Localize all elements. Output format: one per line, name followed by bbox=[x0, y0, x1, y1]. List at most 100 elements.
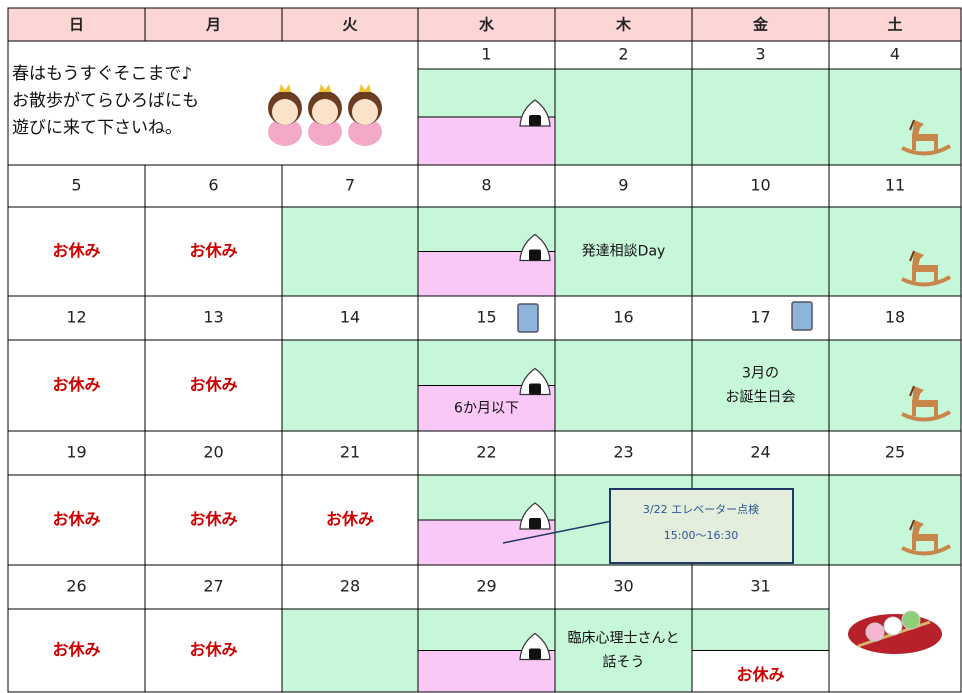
cell bbox=[281, 430, 419, 476]
onigiri-rice bbox=[519, 502, 551, 530]
onigiri-rice bbox=[519, 233, 551, 262]
horse-rocker bbox=[901, 144, 952, 156]
date: 4 bbox=[890, 45, 900, 64]
event-text: 話そう bbox=[603, 654, 645, 671]
horse-mane bbox=[909, 519, 915, 531]
date: 23 bbox=[613, 443, 633, 462]
event-text: お休み bbox=[736, 665, 784, 684]
onigiri-nori bbox=[529, 383, 541, 395]
doll-face bbox=[352, 99, 378, 125]
day-header: 木 bbox=[615, 16, 632, 34]
date: 9 bbox=[618, 176, 628, 195]
cell bbox=[691, 164, 830, 208]
cell bbox=[417, 40, 556, 70]
cell bbox=[691, 608, 830, 651]
doll-icon bbox=[268, 84, 302, 146]
date: 31 bbox=[750, 577, 770, 596]
horse-head bbox=[912, 251, 924, 267]
horse-leg bbox=[912, 540, 916, 550]
date: 7 bbox=[345, 176, 355, 195]
horse-leg bbox=[934, 406, 938, 416]
day-header: 火 bbox=[342, 16, 358, 34]
date: 30 bbox=[613, 577, 633, 596]
date: 29 bbox=[476, 577, 496, 596]
day-header: 日 bbox=[69, 16, 84, 34]
date: 2 bbox=[618, 45, 628, 64]
message-line: 遊びに来て下さいね。 bbox=[12, 118, 182, 138]
onigiri-icon bbox=[519, 367, 551, 396]
event-text: お休み bbox=[52, 241, 100, 260]
cell bbox=[144, 164, 283, 208]
rocking-horse-icon bbox=[901, 250, 952, 287]
horse-body bbox=[912, 400, 938, 407]
message-line: 春はもうすぐそこまで♪ bbox=[12, 64, 192, 84]
cell bbox=[691, 7, 830, 42]
horse-body bbox=[912, 265, 938, 272]
event-text: お休み bbox=[189, 241, 237, 260]
cell bbox=[691, 650, 830, 693]
horse-body bbox=[912, 134, 938, 141]
event-text: お休み bbox=[326, 510, 374, 529]
cell bbox=[281, 7, 419, 42]
event-text: 3月の bbox=[742, 366, 779, 382]
cell bbox=[281, 564, 419, 610]
dango-ball bbox=[865, 622, 885, 642]
cell bbox=[828, 40, 962, 70]
date: 12 bbox=[66, 308, 86, 327]
day-header: 水 bbox=[479, 16, 495, 34]
date: 10 bbox=[750, 176, 770, 195]
cell bbox=[281, 608, 419, 693]
cell bbox=[144, 339, 283, 432]
cell bbox=[281, 164, 419, 208]
onigiri-icon bbox=[519, 233, 551, 262]
date: 1 bbox=[481, 45, 491, 64]
onigiri-icon bbox=[519, 502, 551, 530]
date: 18 bbox=[885, 308, 905, 327]
date: 13 bbox=[203, 308, 223, 327]
date: 15 bbox=[476, 308, 496, 327]
date: 22 bbox=[476, 443, 496, 462]
onigiri-icon bbox=[519, 99, 551, 127]
date: 6 bbox=[208, 176, 218, 195]
onigiri-nori bbox=[529, 648, 541, 660]
date: 26 bbox=[66, 577, 86, 596]
note-pointer bbox=[502, 520, 613, 544]
date: 3 bbox=[755, 45, 765, 64]
horse-leg bbox=[934, 271, 938, 281]
cell bbox=[281, 206, 419, 297]
event-text: お休み bbox=[52, 640, 100, 659]
cell bbox=[554, 339, 693, 432]
cell bbox=[7, 206, 146, 297]
horse-mane bbox=[909, 119, 915, 131]
cell bbox=[281, 339, 419, 432]
doll-icon bbox=[308, 84, 342, 146]
cell bbox=[828, 164, 962, 208]
date: 24 bbox=[750, 443, 770, 462]
date: 21 bbox=[340, 443, 360, 462]
horse-leg bbox=[912, 271, 916, 281]
dango-ball bbox=[883, 616, 903, 636]
cell bbox=[691, 339, 830, 432]
onigiri-icon bbox=[519, 632, 551, 661]
cell bbox=[828, 430, 962, 476]
horse-mane bbox=[909, 385, 915, 397]
horse-head bbox=[912, 520, 924, 536]
note-time: 15:00～16:30 bbox=[664, 529, 738, 542]
horse-leg bbox=[934, 140, 938, 150]
event-text: お誕生日会 bbox=[726, 390, 796, 406]
doll-body bbox=[308, 118, 342, 146]
cell bbox=[691, 68, 830, 166]
dango-ball bbox=[901, 610, 921, 630]
date: 14 bbox=[340, 308, 360, 327]
day-header: 土 bbox=[887, 16, 902, 34]
date: 5 bbox=[71, 176, 81, 195]
horse-mane bbox=[909, 250, 915, 262]
horse-rocker bbox=[901, 275, 952, 287]
cell bbox=[554, 295, 693, 341]
cell bbox=[7, 608, 146, 693]
cell bbox=[144, 206, 283, 297]
rocking-horse-icon bbox=[901, 519, 952, 556]
cell bbox=[144, 474, 283, 566]
cell bbox=[554, 564, 693, 610]
